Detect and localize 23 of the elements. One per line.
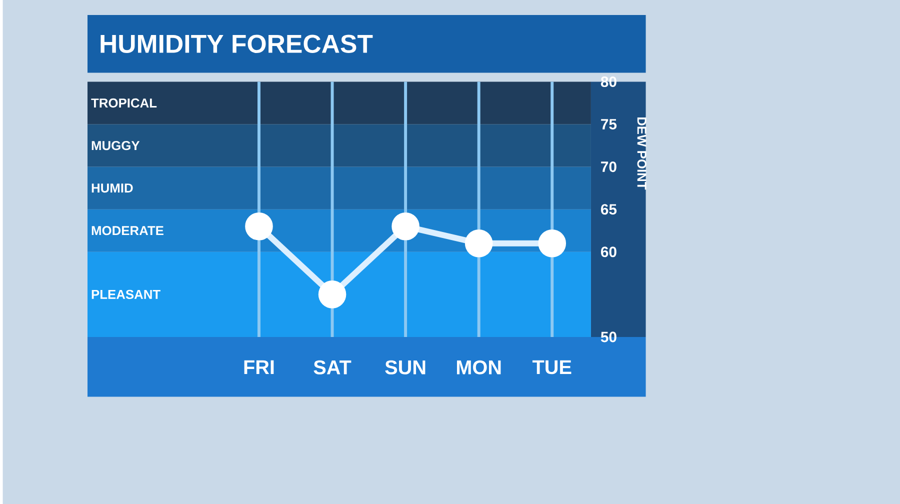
x-tick-label: TUE	[532, 360, 572, 374]
band-label: MUGGY	[92, 140, 140, 150]
point	[245, 212, 273, 240]
x-tick-label: FRI	[244, 360, 274, 374]
chart-title: HUMIDITY FORECAST	[100, 34, 373, 53]
point	[392, 212, 420, 240]
point	[318, 280, 346, 308]
band-label: MODERATE	[92, 226, 164, 235]
y-axis-title: DEW POINT	[637, 117, 646, 190]
y-tick-label: 65	[600, 204, 617, 214]
x-tick-label: MON	[456, 360, 501, 374]
y-tick-label: 80	[600, 76, 616, 87]
band-label: TROPICAL	[91, 98, 157, 108]
point	[538, 229, 566, 258]
band-label: HUMID	[92, 183, 133, 192]
x-tick-label: SAT	[314, 360, 352, 374]
y-tick-label: 70	[601, 161, 616, 172]
x-tick-label: SUN	[385, 360, 426, 374]
y-tick-label: 60	[600, 246, 616, 257]
y-tick-label: 75	[601, 118, 617, 130]
point	[464, 229, 493, 258]
y-tick-label: 50	[600, 331, 616, 342]
band-label: PLEASANT	[92, 290, 160, 299]
